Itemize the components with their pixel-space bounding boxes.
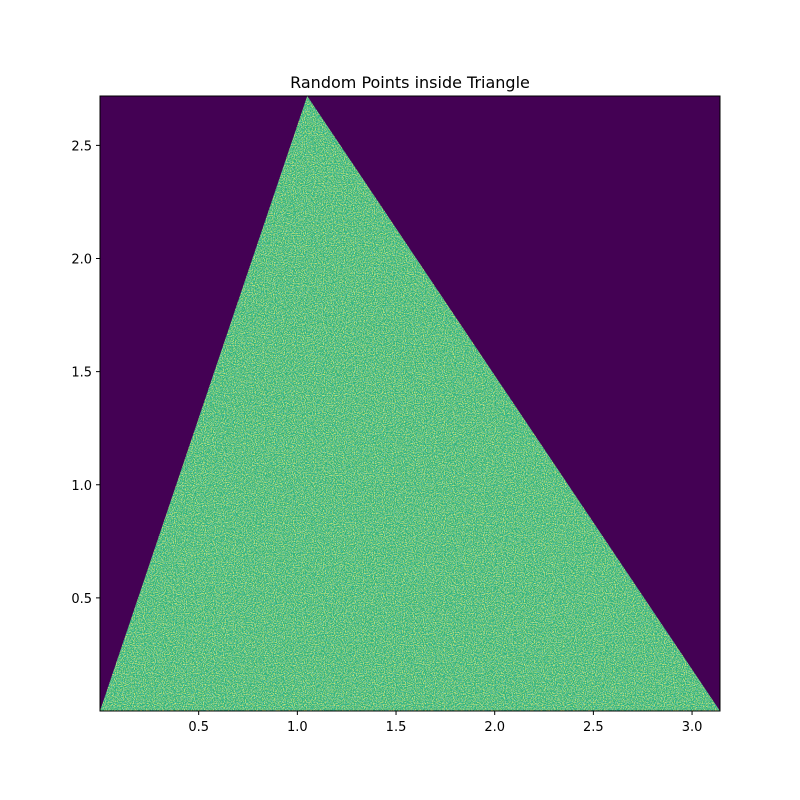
x-tick-label: 3.0 (682, 720, 703, 735)
y-tick-label: 1.5 (71, 366, 92, 381)
y-tick-label: 1.0 (71, 479, 92, 494)
x-tick-label: 1.0 (287, 720, 308, 735)
chart-title: Random Points inside Triangle (290, 73, 530, 92)
x-tick-label: 0.5 (188, 720, 209, 735)
y-tick-label: 0.5 (71, 592, 92, 607)
x-tick-label: 1.5 (386, 720, 407, 735)
y-tick-label: 2.0 (71, 253, 92, 268)
x-tick-label: 2.0 (484, 720, 505, 735)
y-axis-ticks: 0.5 1.0 1.5 2.0 2.5 (71, 139, 100, 607)
x-tick-label: 2.5 (583, 720, 604, 735)
plot-frame (99, 95, 721, 712)
y-tick-label: 2.5 (71, 139, 92, 154)
triangle-filled-region (100, 96, 720, 711)
x-axis-ticks: 0.5 1.0 1.5 2.0 2.5 3.0 (188, 711, 702, 735)
